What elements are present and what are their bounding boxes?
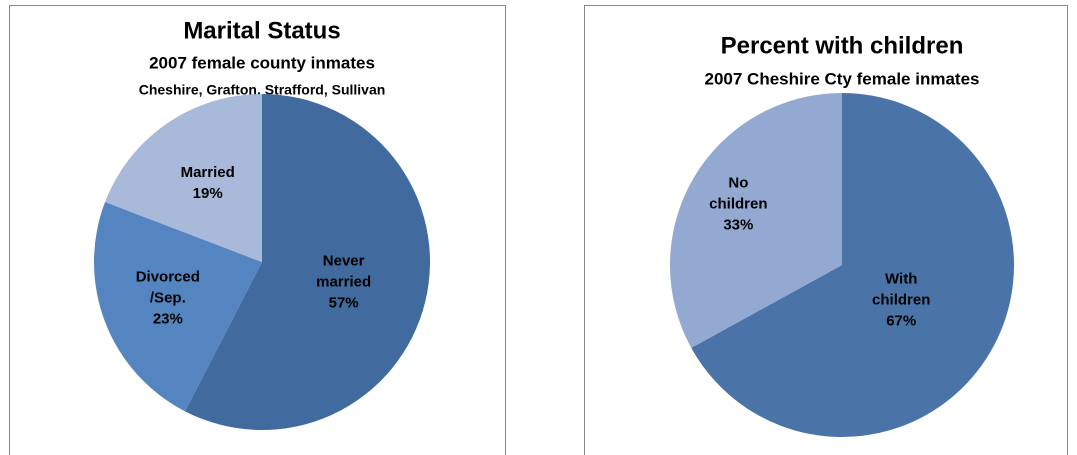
slice-label: Never married 57% <box>304 250 384 313</box>
slice-label: No children 33% <box>698 172 778 235</box>
slice-category: With children <box>872 270 931 309</box>
pie-slice <box>185 94 430 430</box>
slice-category: Married <box>180 164 235 182</box>
slice-value: 19% <box>192 185 223 203</box>
slice-value: 23% <box>152 310 183 328</box>
chart-subtitle: 2007 female county inmates <box>149 53 375 72</box>
slice-value: 57% <box>328 294 359 312</box>
slice-category: Never married <box>316 252 372 291</box>
pie-slice <box>669 93 842 348</box>
pie-slice <box>691 93 1014 437</box>
pie-slice <box>105 94 262 262</box>
slice-label: Married 19% <box>168 162 248 204</box>
chart-frame <box>584 5 1068 455</box>
slice-label: With children 67% <box>861 269 941 332</box>
slice-value: 33% <box>723 216 754 234</box>
slice-value: 67% <box>886 312 917 330</box>
chart-subtitle: 2007 Cheshire Cty female inmates <box>705 69 980 88</box>
slice-category: Divorced /Sep. <box>135 268 200 307</box>
chart-frame <box>9 5 506 455</box>
chart-title: Marital Status <box>183 17 340 44</box>
slice-category: No children <box>709 174 768 213</box>
chart-title: Percent with children <box>721 32 964 59</box>
pie-slice <box>93 202 262 412</box>
slice-label: Divorced /Sep. 23% <box>128 266 208 329</box>
chart-note: Cheshire, Grafton, Strafford, Sullivan <box>139 82 386 98</box>
